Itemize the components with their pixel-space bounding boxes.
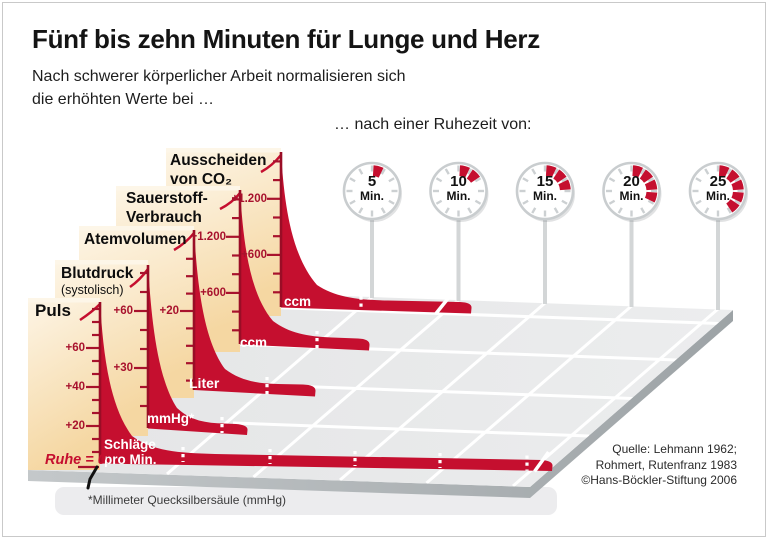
clock-15min: 15 Min. xyxy=(517,174,573,203)
panel-label-blutdruck: Blutdruck (systolisch) xyxy=(61,264,133,297)
panel-label-atemvolumen: Atemvolumen xyxy=(84,231,187,248)
axis-value-blut-60: +60 xyxy=(113,305,133,317)
panel-label-co2: Ausscheiden von CO₂ xyxy=(170,151,266,189)
footnote-pointer-line xyxy=(86,465,99,490)
unit-label-blutdruck: mmHg* xyxy=(147,411,195,426)
clock-15min-unit: Min. xyxy=(533,189,557,203)
curve-sauerstoff xyxy=(240,190,370,351)
axis-value-sau-600: +600 xyxy=(200,287,226,299)
axis-value-co2-1200: +1.200 xyxy=(231,193,268,205)
source-line3: ©Hans-Böckler-Stiftung 2006 xyxy=(581,473,737,487)
footnote-text: *Millimeter Quecksilbersäule (mmHg) xyxy=(88,493,287,507)
axis-value-atem-20: +20 xyxy=(159,305,179,317)
clock-20min-value: 20 xyxy=(623,173,640,190)
source-line1: Quelle: Lehmann 1962; xyxy=(612,442,737,456)
clock-10min-value: 10 xyxy=(450,173,467,190)
clock-25min-unit: Min. xyxy=(706,189,730,203)
clock-20min: 20 Min. xyxy=(604,174,660,203)
clock-10min-unit: Min. xyxy=(446,189,471,203)
axis-value-co2-600: +600 xyxy=(241,249,267,261)
axis-value-puls-20: +20 xyxy=(65,420,85,432)
curve-blutdruck xyxy=(148,265,248,435)
clock-5min-value: 5 xyxy=(367,173,377,190)
unit-label-puls-line1: Schläge xyxy=(104,437,156,452)
source-line2: Rohmert, Rutenfranz 1983 xyxy=(595,457,737,472)
panel-label-puls: Puls xyxy=(35,301,71,320)
clock-25min-value: 25 xyxy=(709,173,727,190)
clock-20min-unit: Min. xyxy=(619,189,644,203)
axis-value-sau-1200: +1.200 xyxy=(190,231,227,243)
page-title: Fünf bis zehn Minuten für Lunge und Herz xyxy=(32,24,540,54)
axis-value-puls-60: +60 xyxy=(65,342,85,354)
panel-label-sauerstoff: Sauerstoff- Verbrauch xyxy=(126,189,208,227)
clock-25min: 25 Min. xyxy=(690,174,746,203)
clock-5min-unit: Min. xyxy=(360,189,384,203)
panel-label-sauerstoff-line1: Sauerstoff- xyxy=(126,190,208,207)
rest-clocks-graphic xyxy=(342,161,748,222)
unit-label-puls-line2: pro Min. xyxy=(104,451,157,467)
five-min-dotted-marks xyxy=(181,296,529,471)
unit-label-atemvolumen: Liter xyxy=(189,375,220,391)
clock-poles xyxy=(370,219,720,310)
panel-label-co2-line2: von CO₂ xyxy=(170,171,232,188)
subtitle-line1: Nach schwerer körperlicher Arbeit normal… xyxy=(32,68,406,85)
panel-label-sauerstoff-line2: Verbrauch xyxy=(126,209,202,226)
unit-label-sauerstoff: ccm xyxy=(240,335,268,350)
panel-label-blutdruck-main: Blutdruck xyxy=(61,265,134,282)
curve-puls xyxy=(100,302,553,471)
clock-15min-value: 15 xyxy=(536,173,554,190)
unit-label-puls: Schläge pro Min. xyxy=(104,437,157,467)
unit-label-co2: ccm xyxy=(284,294,312,309)
clock-5min: 5 Min. xyxy=(344,174,400,203)
curve-atemvolumen xyxy=(194,230,316,397)
clock-10min: 10 Min. xyxy=(431,174,487,203)
panel-label-co2-line1: Ausscheiden xyxy=(170,152,267,169)
rest-period-label: … nach einer Ruhezeit von: xyxy=(334,116,532,133)
axis-value-puls-40: +40 xyxy=(65,381,85,393)
subtitle-line2: die erhöhten Werte bei … xyxy=(32,91,215,108)
axis-value-blut-30: +30 xyxy=(113,362,133,374)
baseline-label: Ruhe = 0 xyxy=(45,452,106,468)
panel-label-blutdruck-sub: (systolisch) xyxy=(61,283,124,297)
curve-co2 xyxy=(281,152,472,314)
grid-slashes-over-bands xyxy=(434,294,550,473)
panel-puls xyxy=(28,298,553,471)
source-credit: Quelle: Lehmann 1962; Rohmert, Rutenfran… xyxy=(581,442,737,489)
